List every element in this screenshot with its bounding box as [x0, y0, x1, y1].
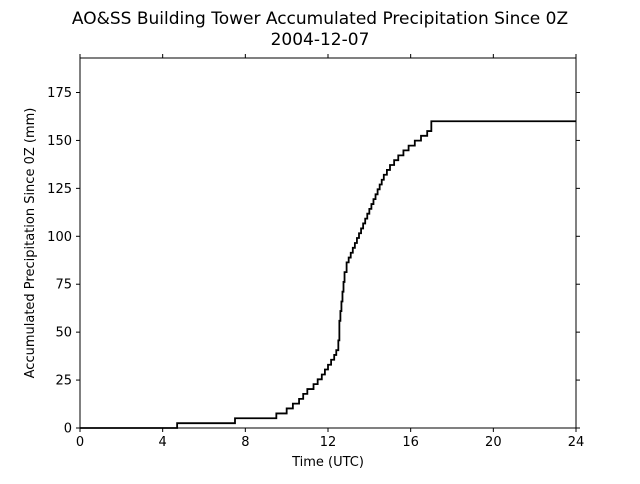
precipitation-line: [80, 120, 576, 429]
y-tick-label: 125: [47, 182, 72, 197]
y-tick-label: 50: [55, 326, 72, 341]
chart-title: AO&SS Building Tower Accumulated Precipi…: [72, 9, 568, 29]
x-tick-label: 0: [76, 435, 84, 450]
y-tick-label: 75: [55, 278, 72, 293]
y-tick-label: 100: [47, 230, 72, 245]
chart-subtitle: 2004-12-07: [271, 30, 370, 50]
y-tick-label: 0: [64, 422, 72, 437]
y-tick-label: 150: [47, 134, 72, 149]
x-tick-label: 4: [159, 435, 167, 450]
x-tick-label: 8: [241, 435, 249, 450]
x-tick-label: 20: [485, 435, 502, 450]
plot-frame: [79, 57, 577, 429]
data-series: [80, 120, 576, 429]
y-tick-label: 25: [55, 374, 72, 389]
x-tick-label: 24: [568, 435, 585, 450]
y-tick-label: 175: [47, 86, 72, 101]
x-axis-label: Time (UTC): [291, 455, 364, 470]
axis-ticks: 0 4 8 12 16 20 24 0 25 50 75 100 125 150 175: [47, 54, 584, 450]
y-axis-label: Accumulated Precipitation Since 0Z (mm): [23, 108, 38, 379]
x-tick-label: 16: [402, 435, 419, 450]
x-tick-label: 12: [320, 435, 337, 450]
